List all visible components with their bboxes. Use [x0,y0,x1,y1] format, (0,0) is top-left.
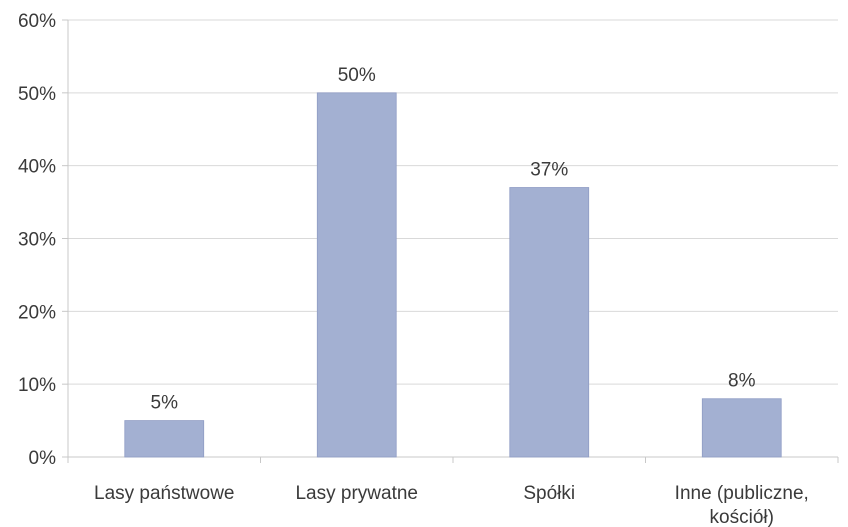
data-label: 8% [728,371,756,392]
x-category-label: Lasy państwowe [94,483,234,504]
y-tick-label: 10% [18,375,56,396]
y-tick-label: 30% [18,230,56,251]
bar [701,398,782,458]
axes [62,19,839,463]
bar [316,92,397,458]
y-tick-label: 60% [18,11,56,32]
bar [509,187,590,458]
x-category-label: Lasy prywatne [295,483,418,504]
labels: 0% 10% 20% 30% 40% 50% 60% 5% Lasy państwowe 50% L… [18,11,809,527]
gridlines [68,19,838,385]
x-category-label: kościół) [710,507,774,527]
y-tick-label: 0% [29,448,57,469]
x-category-label: Inne (publiczne, [675,483,809,504]
x-category-label: Spółki [523,483,575,504]
data-label: 50% [338,65,376,86]
data-label: 5% [151,393,179,414]
y-tick-label: 50% [18,84,56,105]
bars [124,92,782,458]
bar [124,420,205,458]
y-tick-label: 40% [18,157,56,178]
data-label: 37% [530,160,568,181]
y-tick-label: 20% [18,302,56,323]
